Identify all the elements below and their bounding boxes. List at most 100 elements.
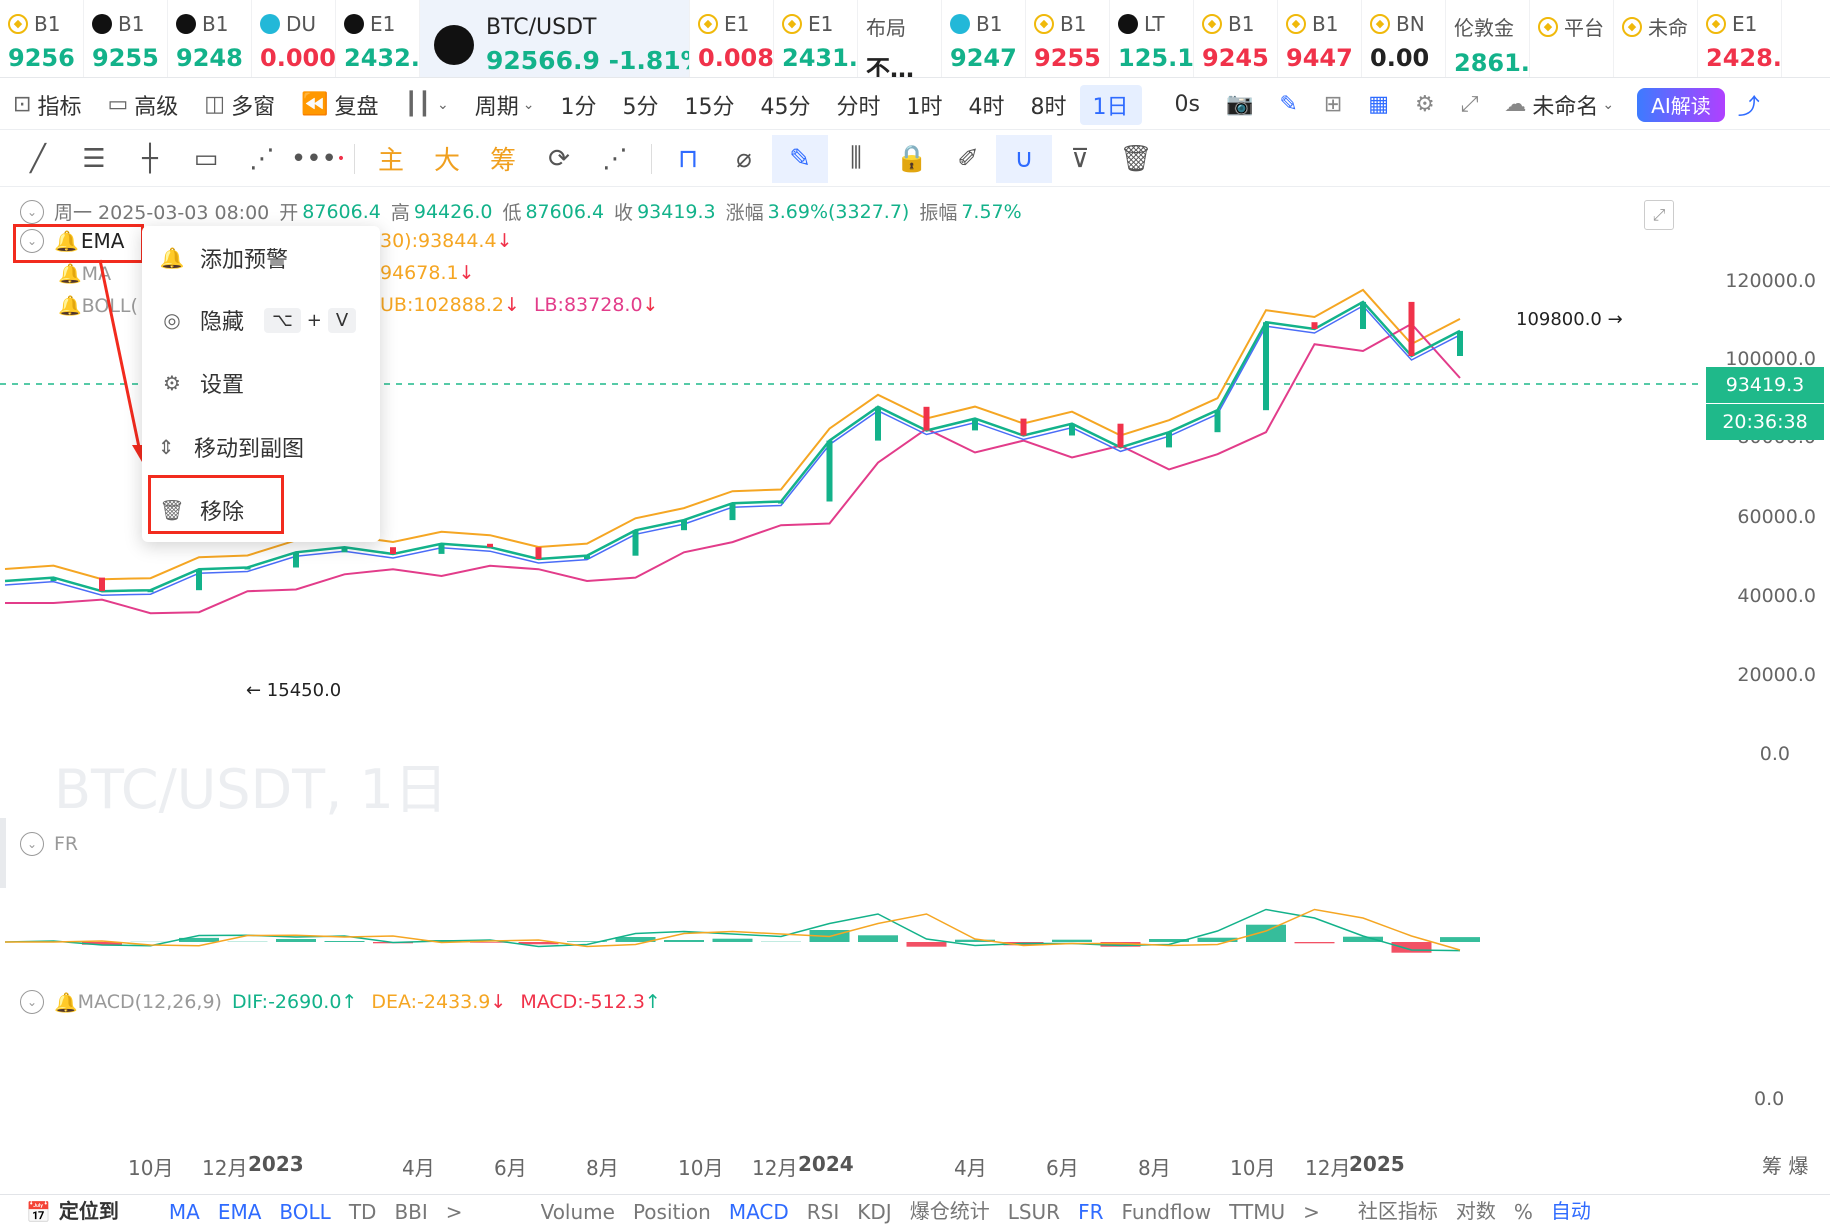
filter-icon[interactable]: ⊽	[1070, 143, 1090, 174]
camera-icon[interactable]: 📷	[1225, 92, 1254, 117]
ticker-item[interactable]: E1 2432.	[336, 0, 420, 77]
period-1m[interactable]: 1分	[560, 94, 597, 120]
fullscreen-icon[interactable]: ⤢	[1460, 92, 1479, 117]
ticker-item[interactable]: ◆ E1 2428.	[1698, 0, 1782, 77]
candles-icon[interactable]: ⫼	[850, 143, 862, 173]
ticker-item[interactable]: ◆ E1 0.008	[690, 0, 774, 77]
multiwindow-button[interactable]: ◫ 多窗	[204, 92, 276, 120]
menu-remove[interactable]: 🗑 移除	[159, 498, 245, 525]
main-force-button[interactable]: 主	[377, 146, 404, 176]
magnet-icon[interactable]: ∪	[996, 134, 1052, 183]
notes-icon[interactable]: ✐	[957, 143, 979, 174]
ticker-item[interactable]: ◆ B1 9245	[1194, 0, 1278, 77]
ticker-item[interactable]: ◆ 平台	[1530, 0, 1614, 77]
ticker-item[interactable]: ◆ E1 2431.	[774, 0, 858, 77]
add-window-icon[interactable]: ⊞	[1323, 92, 1343, 117]
calendar-icon[interactable]: 📅	[26, 1200, 51, 1224]
indicator-tab[interactable]: RSI	[806, 1200, 840, 1224]
period-8h[interactable]: 8时	[1030, 94, 1067, 120]
indicator-tab[interactable]: BBI	[394, 1200, 428, 1224]
indicator-tab[interactable]: FR	[1078, 1200, 1104, 1224]
indicator-tab[interactable]: TD	[348, 1200, 377, 1224]
indicator-tab[interactable]: LSUR	[1007, 1200, 1061, 1224]
ema-legend[interactable]: ⌄ 🔔 EMA	[20, 229, 124, 253]
indicator-tab[interactable]: EMA	[217, 1200, 262, 1224]
share-icon[interactable]: ⤴	[1737, 94, 1760, 120]
collapse-icon[interactable]: ⌄	[20, 990, 44, 1014]
collapse-icon[interactable]: ⌄	[20, 229, 44, 253]
indicator-tab[interactable]: BOLL	[279, 1200, 331, 1224]
indicator-tab[interactable]: 自动	[1550, 1199, 1591, 1223]
collapse-icon[interactable]: ⌄	[20, 832, 44, 856]
lock-icon[interactable]: 🔒	[895, 143, 929, 174]
period-1h[interactable]: 1时	[906, 94, 943, 120]
pencil-icon[interactable]: ✎	[1279, 92, 1298, 117]
fib-icon[interactable]: ⋰	[249, 143, 275, 174]
ticker-item[interactable]: LT 125.1	[1110, 0, 1194, 77]
advanced-button[interactable]: ▭ 高级	[107, 92, 179, 120]
period-4h[interactable]: 4时	[968, 94, 1005, 120]
big-order-button[interactable]: 大	[433, 146, 460, 176]
chart-expand-icon[interactable]: ⤢	[1644, 200, 1674, 230]
menu-move-to-subchart[interactable]: ⇕ 移动到副图	[152, 431, 304, 463]
indicator-tab[interactable]: Fundflow	[1121, 1200, 1212, 1224]
period-45m[interactable]: 45分	[760, 94, 811, 120]
indicator-tab[interactable]: MACD	[728, 1200, 789, 1224]
indicator-tab[interactable]: MA	[168, 1200, 200, 1224]
pane-divider[interactable]	[0, 818, 6, 888]
indicator-tab[interactable]: 社区指标	[1357, 1199, 1438, 1223]
ticker-item[interactable]: 伦敦金 2861.0	[1446, 0, 1530, 77]
macd-legend[interactable]: ⌄ 🔔 MACD(12,26,9) DIF:-2690.0 ↑ DEA:-2433…	[20, 990, 661, 1014]
ticker-main[interactable]: BTC/USDT 92566.9 -1.81%	[420, 0, 690, 77]
period-1d[interactable]: 1日	[1079, 84, 1142, 125]
rectangle-icon[interactable]: ▭	[193, 143, 219, 174]
ticker-item[interactable]: B1 9255	[84, 0, 168, 77]
ruler-icon[interactable]: ⌀	[736, 143, 752, 174]
menu-hide[interactable]: ◎ 隐藏 ⌥ + V	[158, 304, 362, 336]
candle-type-button[interactable]: ┃┃ ⌄	[392, 85, 462, 125]
ticker-item[interactable]: ◆ 未命	[1614, 0, 1698, 77]
indicator-tab[interactable]: Volume	[540, 1200, 615, 1224]
period-timeshare[interactable]: 分时	[836, 94, 881, 120]
horizontal-lines-icon[interactable]: ☰	[82, 143, 106, 174]
menu-settings[interactable]: ⚙ 设置	[158, 367, 244, 399]
indicator-tab[interactable]: KDJ	[857, 1200, 892, 1224]
ticker-item[interactable]: ◆ B1 9447	[1278, 0, 1362, 77]
ticker-item[interactable]: ◆ B1 9255	[1026, 0, 1110, 77]
ticker-item[interactable]: B1 9248	[168, 0, 252, 77]
ticker-item[interactable]: ◆ BN 0.00	[1362, 0, 1446, 77]
indicator-tab[interactable]: TTMU	[1229, 1200, 1286, 1224]
trend-line-icon[interactable]: ╱	[30, 143, 46, 174]
bookmark-icon[interactable]: ⊓	[677, 143, 699, 174]
locate-button[interactable]: 定位到	[58, 1199, 119, 1223]
more-tools-icon[interactable]: ••• •	[290, 143, 346, 174]
indicator-tab[interactable]: %	[1513, 1200, 1533, 1224]
indicator-tab[interactable]: Position	[632, 1200, 711, 1224]
menu-add-alert[interactable]: 🔔 添加预警	[159, 246, 289, 273]
draw-mode-icon[interactable]: ✎	[772, 134, 828, 183]
chip-button[interactable]: 筹	[489, 146, 516, 176]
indicator-tab[interactable]: 对数	[1455, 1199, 1496, 1223]
period-dropdown[interactable]: 周期 ⌄	[474, 94, 535, 120]
indicator-tab[interactable]: >	[445, 1200, 463, 1224]
palette-icon[interactable]: ▦	[1368, 92, 1390, 117]
ticker-item[interactable]: ◆ B1 9256	[0, 0, 84, 77]
sync-icon[interactable]: ⟳	[548, 143, 570, 174]
measure-icon[interactable]: ⋰	[602, 143, 628, 174]
price-chart[interactable]	[0, 190, 1700, 1150]
indicator-tab[interactable]: >	[1303, 1200, 1320, 1224]
fr-legend[interactable]: ⌄ FR	[20, 832, 78, 856]
ai-analysis-button[interactable]: AI解读	[1637, 87, 1725, 122]
replay-button[interactable]: ⏪ 复盘	[301, 92, 379, 120]
ticker-item[interactable]: 布局 不…	[858, 0, 942, 77]
period-5m[interactable]: 5分	[622, 94, 659, 120]
trash-icon[interactable]: 🗑	[1119, 143, 1153, 174]
period-15m[interactable]: 15分	[684, 94, 735, 120]
ticker-item[interactable]: B1 9247	[942, 0, 1026, 77]
gear-icon[interactable]: ⚙	[1415, 92, 1435, 117]
bell-icon[interactable]: 🔔	[54, 229, 79, 253]
ticker-item[interactable]: DU 0.000	[252, 0, 336, 77]
indicator-button[interactable]: ⊡ 指标	[13, 92, 82, 120]
horizontal-ray-icon[interactable]: ┼	[142, 143, 158, 174]
indicator-tab[interactable]: 爆仓统计	[909, 1199, 990, 1223]
